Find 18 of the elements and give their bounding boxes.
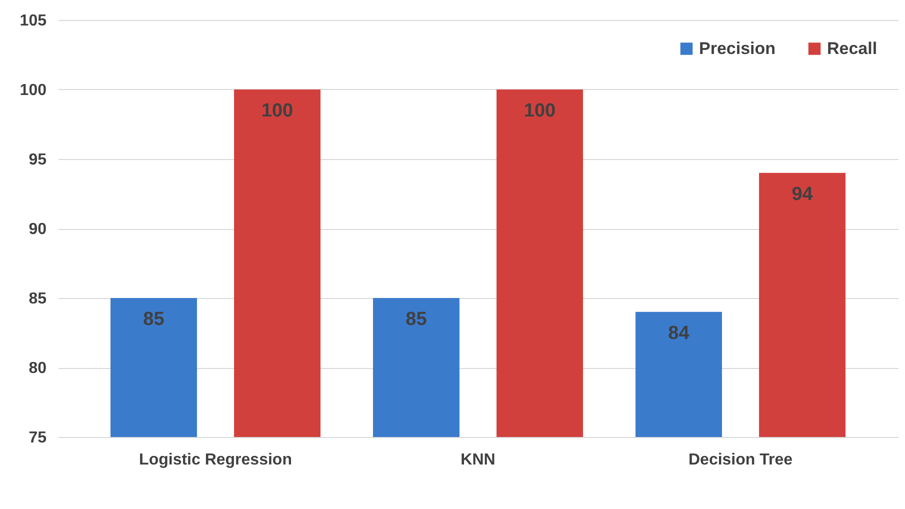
data-label: 94 bbox=[792, 184, 814, 205]
x-tick-label: KNN bbox=[460, 452, 496, 468]
y-tick-label: 90 bbox=[28, 221, 47, 238]
y-tick-label: 85 bbox=[28, 290, 47, 308]
y-tick-label: 80 bbox=[28, 360, 47, 377]
x-tick-label: Decision Tree bbox=[688, 452, 793, 468]
y-tick-label: 95 bbox=[28, 152, 47, 168]
y-tick-label: 100 bbox=[20, 82, 47, 99]
x-tick-label: Logistic Regression bbox=[139, 452, 292, 468]
y-tick-label: 105 bbox=[20, 12, 47, 30]
data-label: 100 bbox=[261, 100, 294, 122]
data-label: 100 bbox=[524, 100, 556, 122]
y-tick-label: 75 bbox=[28, 430, 47, 446]
legend-label: Recall bbox=[827, 38, 878, 58]
legend-label: Precision bbox=[699, 38, 776, 58]
data-label: 85 bbox=[406, 309, 428, 330]
data-label: 84 bbox=[668, 322, 690, 344]
data-label: 85 bbox=[143, 309, 165, 330]
